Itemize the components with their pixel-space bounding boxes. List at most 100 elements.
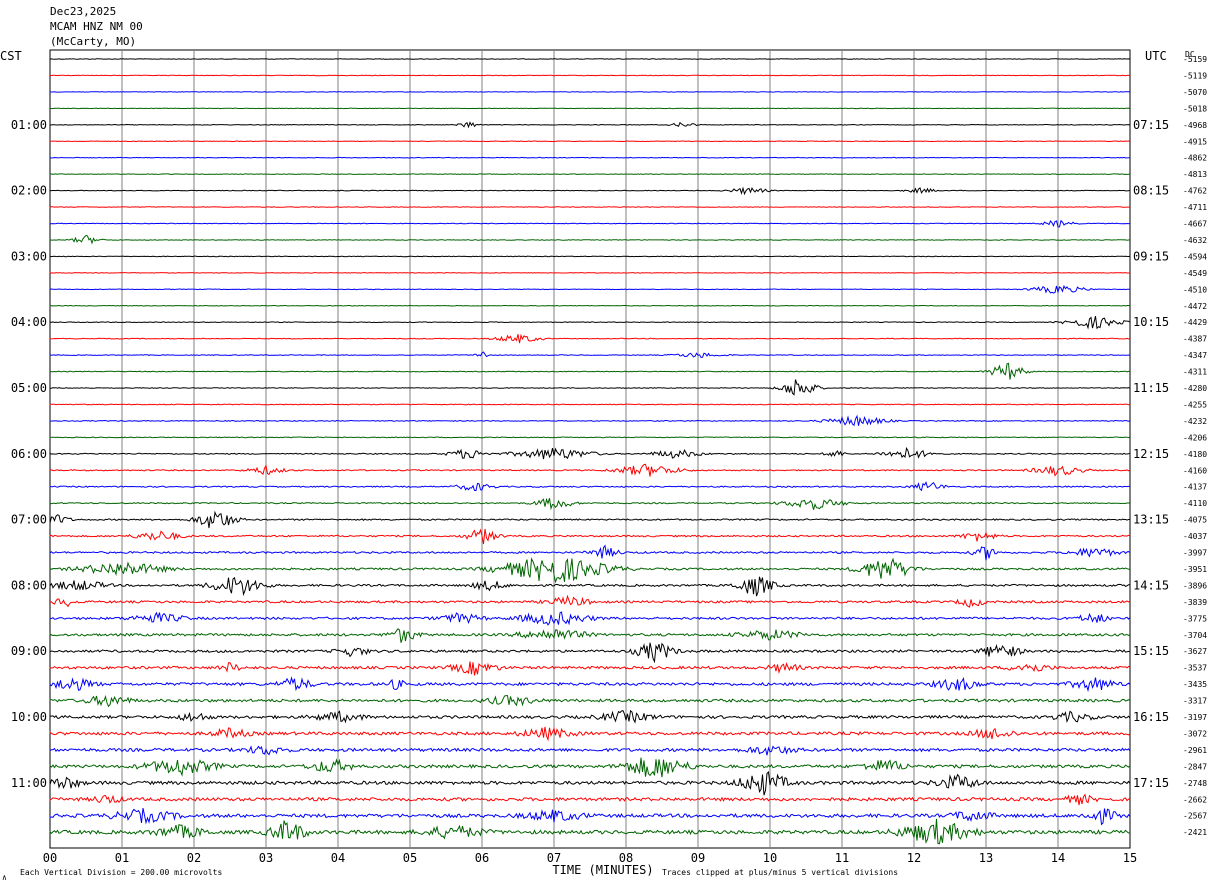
dc-offset-label: -2961 [1183,746,1207,755]
dc-offset-label: -3537 [1183,664,1207,673]
x-tick-label: 09 [691,851,705,865]
left-hour-label: 05:00 [11,381,47,395]
dc-offset-label: -3951 [1183,565,1207,574]
dc-offset-label: -4429 [1183,318,1207,327]
right-hour-label: 15:15 [1133,644,1169,658]
trace-row [49,414,1131,427]
plot-frame [49,49,1131,849]
seismic-traces [49,58,1131,845]
trace-row [49,807,1131,826]
dc-offset-label: -4968 [1183,121,1207,130]
dc-offset-label: -4110 [1183,499,1207,508]
trace-row [49,510,1131,529]
trace-row [49,757,1131,778]
dc-offset-label: -2567 [1183,812,1207,821]
trace-row [49,576,1131,597]
dc-offset-label: -2421 [1183,828,1207,837]
dc-offset-label: -3704 [1183,631,1207,640]
dc-offset-label: -3997 [1183,549,1207,558]
trace-row [50,74,1131,77]
right-zone-label: UTC [1145,49,1167,63]
dc-offset-label: -2662 [1183,795,1207,804]
dc-offset-label: -4180 [1183,450,1207,459]
dc-offset-label: -4160 [1183,466,1207,475]
right-hour-label: 09:15 [1133,249,1169,263]
trace-row [49,315,1131,330]
trace-row [49,255,1131,258]
dc-offset-label: -4137 [1183,483,1207,492]
right-hour-label: 14:15 [1133,578,1169,592]
dc-offset-label: -4762 [1183,187,1207,196]
dc-offset-label: -4232 [1183,417,1207,426]
x-tick-label: 14 [1051,851,1065,865]
trace-row [49,446,1131,460]
dc-offset-label: -4206 [1183,433,1207,442]
footer-clip-note: Traces clipped at plus/minus 5 vertical … [662,868,898,877]
trace-row [49,628,1131,643]
trace-row [49,497,1131,511]
dc-offset-label: -4915 [1183,137,1207,146]
trace-row [49,709,1131,724]
right-hour-label: 16:15 [1133,710,1169,724]
dc-offset-label: -3839 [1183,598,1207,607]
right-hour-label: 12:15 [1133,447,1169,461]
footer-scale-note: Each Vertical Division = 200.00 microvol… [20,868,222,877]
trace-row [49,544,1131,561]
x-tick-label: 08 [619,851,633,865]
dc-offset-label: -4711 [1183,203,1207,212]
right-hour-label: 07:15 [1133,118,1169,132]
trace-row [49,481,1131,492]
x-tick-label: 04 [331,851,345,865]
left-hour-label: 03:00 [11,249,47,263]
trace-row [49,219,1131,228]
dc-offset-label: -3896 [1183,581,1207,590]
trace-row [49,156,1131,159]
header-location: (McCarty, MO) [50,35,137,48]
trace-row [49,173,1131,176]
left-hour-label: 02:00 [11,184,47,198]
dc-offset-label: -4549 [1183,269,1207,278]
trace-row [49,770,1131,796]
dc-offset-label: -4311 [1183,368,1207,377]
trace-row [49,695,1131,708]
left-hour-label: 07:00 [11,513,47,527]
left-hour-label: 08:00 [11,578,47,592]
dc-offset-label: -4813 [1183,170,1207,179]
x-tick-label: 13 [979,851,993,865]
left-zone-label: CST [0,49,22,63]
trace-row [49,642,1131,664]
trace-row [49,676,1131,693]
trace-row [49,436,1131,439]
trace-row [49,271,1131,274]
trace-row [49,351,1131,358]
left-hour-label: 01:00 [11,118,47,132]
trace-row [49,611,1131,626]
x-tick-label: 15 [1123,851,1137,865]
dc-offset-label: -3775 [1183,614,1207,623]
dc-offset-label: -4594 [1183,252,1207,261]
header-station: MCAM HNZ NM 00 [50,20,143,33]
right-hour-label: 17:15 [1133,776,1169,790]
dc-offset-label: -3627 [1183,647,1207,656]
header-date: Dec23,2025 [50,5,117,18]
left-hour-label: 09:00 [11,644,47,658]
left-hour-label: 11:00 [11,776,47,790]
dc-offset-label: -3435 [1183,680,1207,689]
trace-row [49,206,1131,208]
dc-offset-label: -4347 [1183,351,1207,360]
dc-offset-label: -5119 [1183,71,1207,80]
trace-row [49,403,1131,406]
dc-header-label: DC [1185,50,1195,59]
dc-offset-label: -3197 [1183,713,1207,722]
left-hour-label: 06:00 [11,447,47,461]
trace-row [49,661,1131,676]
x-tick-label: 12 [907,851,921,865]
left-hour-label: 04:00 [11,315,47,329]
trace-row [49,107,1131,110]
dc-offset-label: -4472 [1183,302,1207,311]
x-tick-label: 01 [115,851,129,865]
left-hour-label: 10:00 [11,710,47,724]
dc-offset-label: -4255 [1183,400,1207,409]
trace-row [49,463,1131,477]
